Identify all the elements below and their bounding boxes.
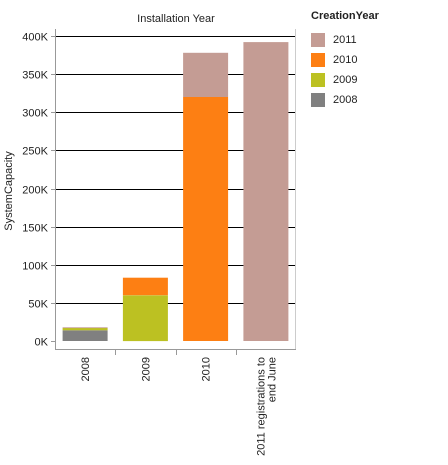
x-tick-label: 2011 registrations toend June: [255, 357, 278, 456]
legend: CreationYear 2011 2010 2009 2008: [311, 10, 441, 110]
bar-segment-2009-1: [62, 328, 108, 331]
legend-swatch: [311, 33, 325, 47]
bars: [62, 42, 289, 342]
y-tick-label: 400K: [22, 32, 48, 44]
bar-segment-2008-1: [62, 330, 108, 341]
bar-segment-2011-1: [62, 327, 108, 329]
y-axis-label: SystemCapacity: [3, 151, 15, 231]
bar-segment-2011-3: [183, 52, 229, 97]
legend-label: 2008: [333, 94, 358, 106]
legend-swatch: [311, 93, 325, 107]
x-tick-labels: 2008 2009 2010 2011 registrations toend Jun…: [80, 349, 278, 456]
axes: [55, 29, 296, 350]
x-tick-label: 2009: [140, 357, 152, 381]
bar-segment-2011-4: [243, 42, 289, 341]
y-tick-label: 50K: [28, 299, 48, 311]
x-tick-label: 2010: [201, 357, 213, 381]
bar-segment-2010-2: [122, 277, 168, 296]
bar-segment-2009-2: [122, 295, 168, 342]
y-tick-label: 250K: [22, 146, 48, 158]
legend-title: CreationYear: [311, 10, 379, 22]
legend-label: 2009: [333, 74, 358, 86]
legend-label: 2011: [333, 34, 357, 46]
legend-item-2009: 2009: [311, 70, 441, 90]
chart-title: Installation Year: [137, 13, 215, 25]
legend-swatch: [311, 73, 325, 87]
y-tick-label: 350K: [22, 70, 48, 82]
y-tick-label: 100K: [22, 261, 48, 273]
legend-label: 2010: [333, 54, 358, 66]
x-tick-label: 2008: [80, 357, 92, 381]
y-tick-labels: 0K 50K 100K 150K 200K 250K 300K 350K 400K: [22, 32, 55, 349]
y-tick-label: 200K: [22, 185, 48, 197]
legend-item-2008: 2008: [311, 90, 441, 110]
legend-swatch: [311, 53, 325, 67]
y-tick-label: 150K: [22, 223, 48, 235]
legend-item-2010: 2010: [311, 50, 441, 70]
bar-segment-2010-3: [183, 97, 229, 341]
legend-item-2011: 2011: [311, 30, 441, 50]
y-tick-label: 300K: [22, 108, 48, 120]
legend-items: 2011 2010 2009 2008: [311, 30, 441, 110]
y-tick-label: 0K: [35, 337, 49, 349]
